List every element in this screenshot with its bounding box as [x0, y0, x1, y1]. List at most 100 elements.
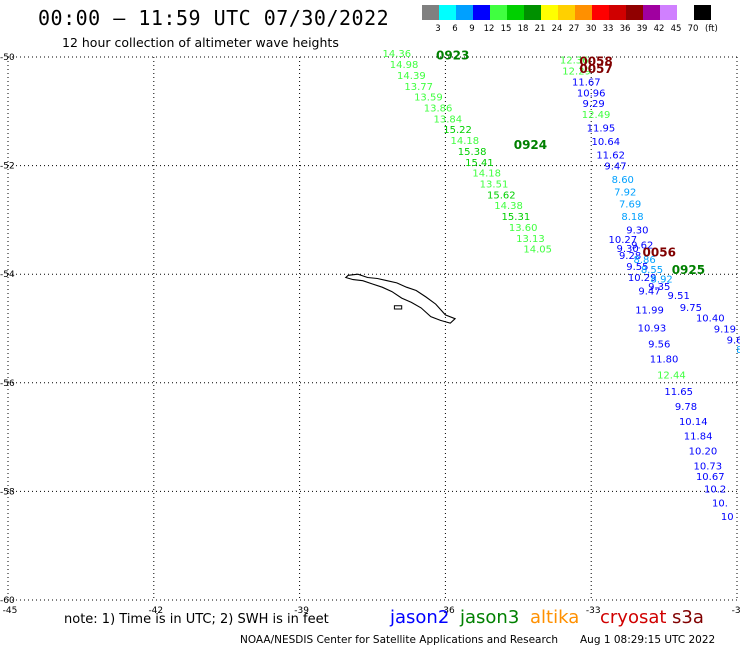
swh-label: 10.93: [638, 323, 667, 334]
legend-item-jason3: jason3: [460, 607, 520, 628]
swh-label: 8: [736, 345, 740, 356]
colorbar-swatch: [677, 5, 694, 20]
swh-label: 14.18: [451, 136, 480, 147]
lon-tick-label: -36: [440, 606, 455, 616]
swh-label: 11.95: [587, 124, 616, 135]
island-outline: [344, 273, 457, 324]
colorbar-swatch: [694, 5, 711, 20]
colorbar-swatch: [439, 5, 456, 20]
lon-tick-label: -30: [732, 606, 740, 616]
swh-label: 13.51: [480, 180, 509, 191]
footer-timestamp: Aug 1 08:29:15 UTC 2022: [580, 634, 716, 646]
colorbar-swatch: [609, 5, 626, 20]
swh-label: 10.: [712, 498, 728, 509]
swh-label: 15.41: [465, 158, 494, 169]
lon-tick-label: -42: [148, 606, 163, 616]
swh-label: 14.98: [390, 60, 419, 71]
swh-label: 10.20: [689, 447, 718, 458]
swh-label: 10.96: [577, 88, 606, 99]
swh-label: 8.55: [641, 265, 663, 276]
pass-time-label: 0056: [643, 245, 676, 259]
colorbar-swatch: [524, 5, 541, 20]
page-subtitle: 12 hour collection of altimeter wave hei…: [62, 35, 339, 50]
swh-label: 13.59: [414, 93, 443, 104]
swh-label: 9.29: [582, 99, 604, 110]
swh-label: 15.31: [502, 212, 531, 223]
swh-label: 9.55: [626, 262, 648, 273]
pass-time-label: 0924: [514, 138, 547, 152]
legend-item-jason2: jason2: [390, 607, 450, 628]
colorbar-swatch: [626, 5, 643, 20]
colorbar-label: 45: [670, 24, 682, 34]
swh-label: 9.28: [619, 251, 641, 262]
lat-tick-label: -54: [0, 270, 15, 280]
swh-label: 14.05: [523, 245, 552, 256]
swh-label: 11.80: [650, 354, 679, 365]
swh-label: 9.35: [648, 282, 670, 293]
swh-label: 15.38: [458, 147, 487, 158]
swh-label: 12.36: [560, 56, 589, 67]
swh-label: 7.69: [619, 200, 641, 211]
swh-label: 9.78: [675, 402, 697, 413]
swh-label: 8.86: [634, 255, 656, 266]
colorbar-label: 12: [483, 24, 495, 34]
pass-time-label: 0058: [579, 54, 612, 68]
swh-label: 14.36: [382, 49, 411, 60]
footer-credit: NOAA/NESDIS Center for Satellite Applica…: [240, 634, 558, 646]
swh-label: 12.44: [657, 371, 686, 382]
swh-label: 10.40: [696, 314, 725, 325]
swh-label: 9.62: [631, 240, 653, 251]
colorbar-label: 39: [636, 24, 648, 34]
swh-label: 11.65: [664, 387, 693, 398]
swh-label: 10.73: [694, 461, 723, 472]
lon-tick-label: -45: [3, 606, 18, 616]
swh-label: 7.92: [614, 188, 636, 199]
swh-label: 11.62: [596, 151, 625, 162]
islet-outline: [393, 305, 403, 310]
colorbar-label: 21: [534, 24, 546, 34]
swh-label: 14.39: [397, 71, 426, 82]
colorbar-swatch: [456, 5, 473, 20]
swh-label: 9.51: [668, 291, 690, 302]
lat-tick-label: -60: [0, 596, 15, 606]
colorbar-swatch: [422, 5, 439, 20]
colorbar-swatch: [507, 5, 524, 20]
colorbar-swatch: [541, 5, 558, 20]
swh-label: 12.49: [582, 110, 611, 121]
colorbar-swatch: [592, 5, 609, 20]
colorbar-swatch: [558, 5, 575, 20]
lat-tick-label: -58: [0, 487, 15, 497]
lat-tick-label: -50: [0, 53, 15, 63]
colorbar-label: 33: [602, 24, 614, 34]
colorbar-swatch: [643, 5, 660, 20]
swh-label: 13.86: [424, 103, 453, 114]
swh-label: 10.2: [704, 485, 726, 496]
swh-label: 9.75: [680, 303, 702, 314]
colorbar-label: 24: [551, 24, 563, 34]
legend-item-cryosat: cryosat: [600, 607, 667, 628]
swh-label: 9.30: [617, 244, 639, 255]
swh-label: 10.64: [591, 137, 620, 148]
lon-tick-label: -39: [294, 606, 309, 616]
swh-label: 13.13: [516, 234, 545, 245]
swh-label: 9.19: [714, 325, 736, 336]
swh-label: 15.62: [487, 190, 516, 201]
swh-label: 13.77: [404, 82, 433, 93]
swh-label: 15.22: [443, 125, 472, 136]
pass-time-label: 0923: [436, 48, 469, 62]
page-title: 00:00 — 11:59 UTC 07/30/2022: [38, 6, 390, 30]
legend-item-altika: altika: [530, 607, 580, 628]
swh-label: 9.47: [604, 162, 626, 173]
swh-label: 10.67: [696, 472, 725, 483]
colorbar-label: 30: [585, 24, 597, 34]
colorbar-swatch: [473, 5, 490, 20]
swh-label: 14.38: [494, 201, 523, 212]
swh-label: 8.60: [612, 175, 634, 186]
colorbar-label: 36: [619, 24, 631, 34]
lat-tick-label: -56: [0, 379, 15, 389]
colorbar-label: 70: [687, 24, 699, 34]
colorbar-swatch: [575, 5, 592, 20]
colorbar-label: 27: [568, 24, 580, 34]
footnote: note: 1) Time is in UTC; 2) SWH is in fe…: [64, 612, 329, 627]
